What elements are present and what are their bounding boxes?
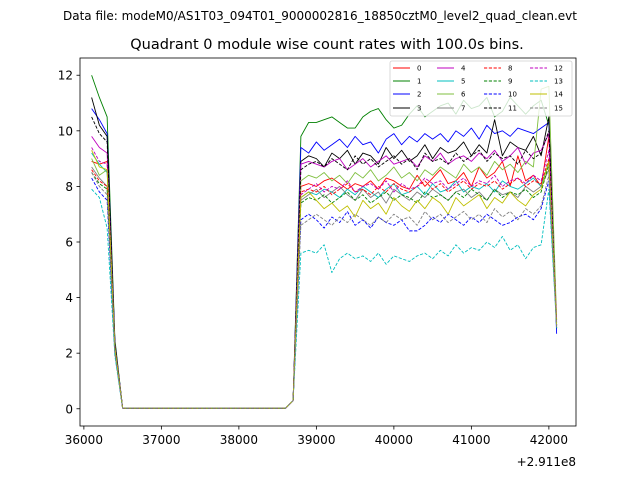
legend-label-10: 10	[508, 91, 517, 99]
x-tick-label: 37000	[142, 433, 180, 447]
y-tick-label: 0	[65, 402, 73, 416]
legend-label-15: 15	[554, 105, 563, 113]
legend-label-13: 13	[554, 78, 563, 86]
x-axis: 36000 37000 38000 39000 40000 41000 42000	[65, 426, 568, 447]
x-tick-label: 40000	[375, 433, 413, 447]
series-line-11	[91, 116, 558, 409]
x-tick-label: 39000	[297, 433, 335, 447]
series-line-9	[91, 163, 558, 409]
legend-label-0: 0	[417, 65, 421, 73]
series-line-2	[91, 108, 558, 409]
series-line-7	[91, 166, 558, 409]
x-tick-label: 38000	[220, 433, 258, 447]
y-axis: 0 2 4 6 8 10 12	[58, 69, 80, 416]
y-tick-label: 6	[65, 236, 73, 250]
legend-label-3: 3	[417, 105, 421, 113]
legend-label-6: 6	[461, 91, 466, 99]
y-tick-label: 2	[65, 347, 73, 361]
x-offset-label: +2.911e8	[517, 455, 576, 469]
series-line-6	[91, 85, 558, 409]
legend-label-11: 11	[508, 105, 517, 113]
legend-label-5: 5	[461, 78, 465, 86]
y-tick-label: 8	[65, 180, 73, 194]
legend-label-2: 2	[417, 91, 421, 99]
x-tick-label: 41000	[452, 433, 490, 447]
series-line-10	[91, 177, 558, 409]
chart-title: Quadrant 0 module wise count rates with …	[130, 37, 524, 53]
series-layer	[91, 75, 558, 409]
legend-label-14: 14	[554, 91, 563, 99]
x-tick-label: 36000	[65, 433, 103, 447]
legend-label-8: 8	[508, 65, 512, 73]
legend-label-12: 12	[554, 65, 563, 73]
y-tick-label: 12	[58, 69, 73, 83]
plot-area: 36000 37000 38000 39000 40000 41000 42000 0 2 4 6…	[58, 57, 577, 469]
series-line-8	[91, 158, 558, 409]
figure-suptitle: Data file: modeM0/AS1T03_094T01_90000028…	[63, 9, 577, 23]
series-line-14	[91, 150, 558, 409]
legend-label-4: 4	[461, 65, 466, 73]
series-line-12	[91, 147, 558, 409]
y-tick-label: 10	[58, 124, 73, 138]
x-tick-label: 42000	[530, 433, 568, 447]
legend-label-1: 1	[417, 78, 421, 86]
legend-label-7: 7	[461, 105, 465, 113]
legend-box	[389, 60, 573, 117]
series-line-3	[91, 97, 558, 409]
series-line-0	[91, 135, 558, 409]
legend-label-9: 9	[508, 78, 512, 86]
y-tick-label: 4	[65, 291, 73, 305]
